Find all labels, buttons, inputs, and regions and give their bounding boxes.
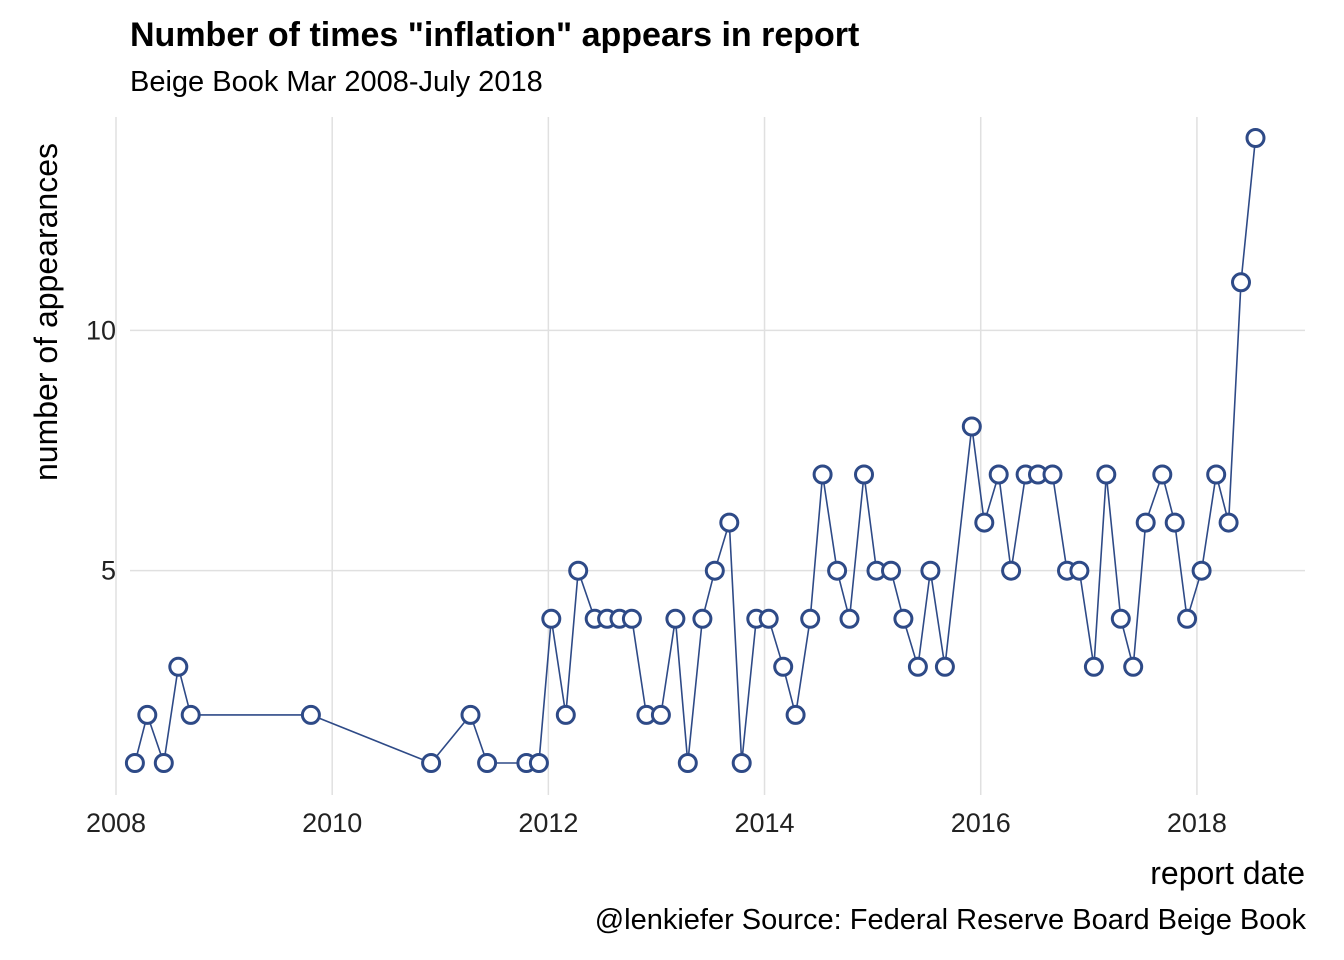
data-point xyxy=(180,704,201,725)
data-point xyxy=(907,656,928,677)
data-point xyxy=(568,560,589,581)
data-point xyxy=(988,464,1009,485)
data-point xyxy=(974,512,995,533)
x-axis-ticks: 2008 2010 2012 2014 2016 2018 xyxy=(86,808,1227,838)
data-point xyxy=(1123,656,1144,677)
data-point xyxy=(421,753,442,773)
data-point xyxy=(124,753,145,773)
data-point xyxy=(621,608,642,629)
data-points xyxy=(124,128,1266,773)
data-point xyxy=(1191,560,1212,581)
y-axis-title: number of appearances xyxy=(28,143,64,481)
data-point xyxy=(704,560,725,581)
data-point xyxy=(920,560,941,581)
data-point xyxy=(961,416,982,437)
chart-caption: @lenkiefer Source: Federal Reserve Board… xyxy=(594,904,1306,936)
data-point xyxy=(800,608,821,629)
data-point xyxy=(477,753,498,773)
grid xyxy=(115,117,1305,795)
data-point xyxy=(893,608,914,629)
data-point xyxy=(881,560,901,581)
data-point xyxy=(1110,608,1131,629)
data-point xyxy=(1135,512,1156,533)
data-point xyxy=(731,753,752,773)
y-tick-label: 5 xyxy=(101,556,116,586)
data-point xyxy=(719,512,740,533)
data-point xyxy=(1083,656,1104,677)
x-tick-label: 2014 xyxy=(735,808,795,838)
x-tick-label: 2016 xyxy=(951,808,1011,838)
x-tick-label: 2008 xyxy=(86,808,146,838)
data-point xyxy=(555,704,576,725)
x-tick-label: 2010 xyxy=(302,808,362,838)
x-tick-label: 2012 xyxy=(518,808,578,838)
data-point xyxy=(1152,464,1173,485)
data-point xyxy=(677,753,698,773)
data-point xyxy=(773,656,794,677)
data-point xyxy=(153,753,174,773)
data-point xyxy=(137,704,158,725)
data-point xyxy=(1177,608,1198,629)
data-point xyxy=(650,704,671,725)
x-axis-title: report date xyxy=(1150,855,1305,891)
data-point xyxy=(1231,272,1251,293)
data-point xyxy=(1096,464,1117,485)
y-axis-ticks: 5 10 xyxy=(86,315,116,585)
data-point xyxy=(827,560,848,581)
data-point xyxy=(812,464,833,485)
data-point xyxy=(1245,128,1266,148)
x-tick-label: 2018 xyxy=(1167,808,1227,838)
chart-title: Number of times "inflation" appears in r… xyxy=(130,16,860,54)
data-point xyxy=(692,608,713,629)
data-point xyxy=(300,704,321,725)
y-tick-label: 10 xyxy=(86,315,116,345)
data-point xyxy=(839,608,860,629)
data-point xyxy=(785,704,806,725)
data-point xyxy=(934,656,955,677)
data-point xyxy=(1206,464,1227,485)
data-point xyxy=(665,608,686,629)
data-point xyxy=(460,704,481,725)
data-point xyxy=(1001,560,1022,581)
data-point xyxy=(1218,512,1239,533)
data-point xyxy=(1069,560,1090,581)
data-point xyxy=(1042,464,1063,485)
data-point xyxy=(528,753,549,773)
data-point xyxy=(758,608,779,629)
chart-subtitle: Beige Book Mar 2008-July 2018 xyxy=(130,66,543,98)
data-point xyxy=(1164,512,1185,533)
data-point xyxy=(168,656,189,677)
data-point xyxy=(854,464,874,485)
data-point xyxy=(541,608,562,629)
